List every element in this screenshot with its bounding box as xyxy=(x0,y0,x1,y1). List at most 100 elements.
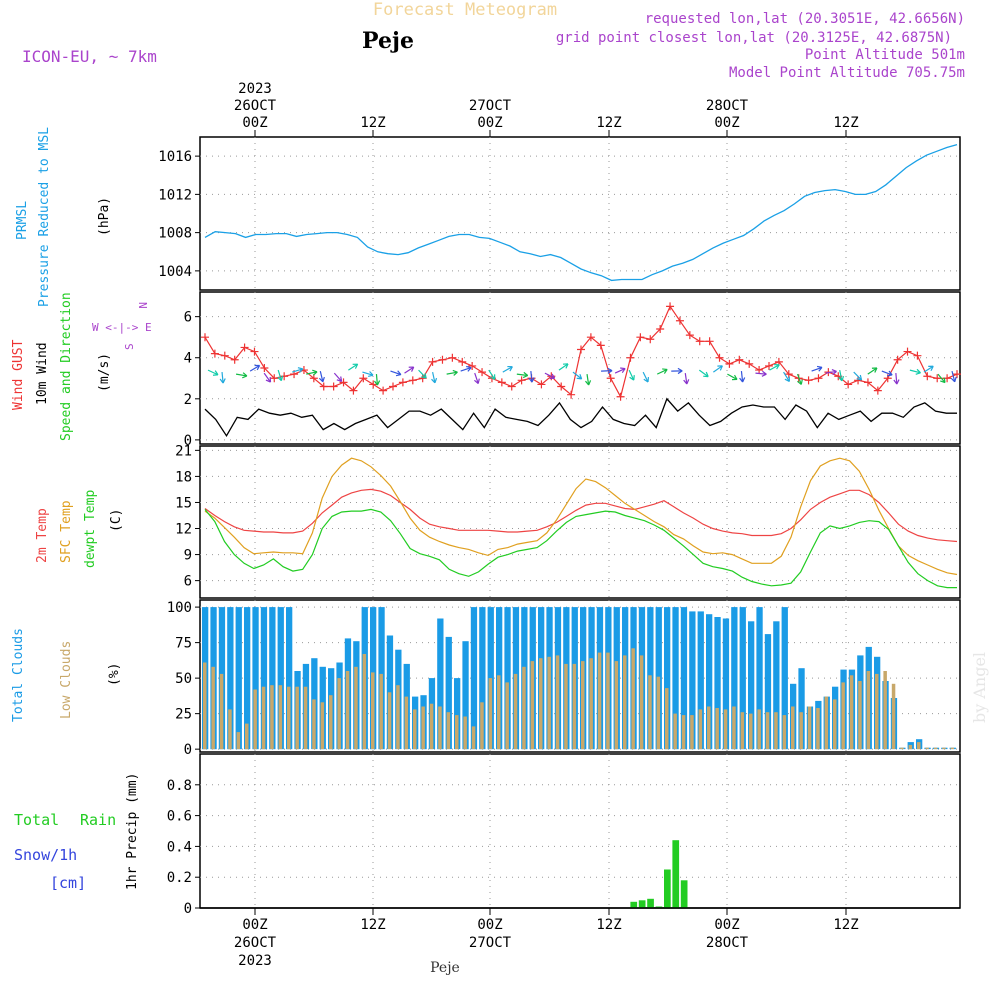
precip-unit-label: 1hr Precip (mm) xyxy=(125,773,140,890)
dewpt-label: dewpt Temp xyxy=(83,490,98,568)
rain-bar xyxy=(664,870,671,909)
low-cloud-bar xyxy=(279,685,283,749)
low-cloud-bar xyxy=(388,692,392,749)
low-cloud-bar xyxy=(480,702,484,749)
low-cloud-bar xyxy=(237,732,241,749)
gust-marker xyxy=(913,352,921,360)
low-cloud-bar xyxy=(253,690,257,750)
low-cloud-bar xyxy=(514,674,518,749)
tsfc-label: SFC Temp xyxy=(59,500,74,563)
y-tick-label: 6 xyxy=(184,574,192,590)
gust-marker xyxy=(399,378,407,386)
y-tick-label: 100 xyxy=(167,600,192,616)
y-tick-label: 0 xyxy=(184,742,192,758)
low-cloud-bar xyxy=(405,697,409,750)
y-tick-label: 50 xyxy=(175,671,192,687)
gust-marker xyxy=(716,354,724,362)
low-cloud-bar xyxy=(816,708,820,749)
low-cloud-bar xyxy=(556,655,560,749)
rain-bar xyxy=(647,899,654,908)
low-cloud-bar xyxy=(262,687,266,750)
top-date-label: 26OCT xyxy=(234,98,277,114)
total-cloud-bar xyxy=(236,607,242,749)
low-cloud-bar xyxy=(783,715,787,749)
compass-we: W <-|-> E xyxy=(92,321,152,334)
top-hour-label: 12Z xyxy=(833,115,858,131)
bottom-date-label: 26OCT xyxy=(234,935,277,951)
low-cloud-bar xyxy=(573,664,577,749)
low-cloud-bar xyxy=(841,682,845,749)
low-cloud-bar xyxy=(505,682,509,749)
station-name: Peje xyxy=(362,28,414,54)
low-cloud-bar xyxy=(447,712,451,749)
low-cloud-bar xyxy=(867,671,871,749)
low-cloud-bar xyxy=(564,664,568,749)
gust-marker xyxy=(745,360,753,368)
rain-bar xyxy=(672,840,679,908)
gust-marker xyxy=(636,333,644,341)
gust-marker xyxy=(379,387,387,395)
low-cloud-bar xyxy=(682,715,686,749)
low-cloud-bar xyxy=(799,712,803,749)
top-date-label: 28OCT xyxy=(706,98,749,114)
gust-marker xyxy=(617,393,625,401)
gust-marker xyxy=(201,333,209,341)
low-cloud-bar xyxy=(539,658,543,749)
compass-n: N xyxy=(136,302,149,309)
y-tick-label: 18 xyxy=(175,469,192,485)
low-cloud-bar xyxy=(337,678,341,749)
low-cloud-bar xyxy=(396,685,400,749)
compass-s: S xyxy=(123,343,136,350)
low-cloud-bar xyxy=(430,704,434,750)
gust-marker xyxy=(933,374,941,382)
bottom-hour-label: 12Z xyxy=(360,917,385,933)
temp-labels: 2m Temp SFC Temp dewpt Temp (C) xyxy=(35,490,124,568)
low-cloud-bar xyxy=(581,661,585,749)
gust-marker xyxy=(805,376,813,384)
low-cloud-bar xyxy=(640,655,644,749)
low-cloud-bar xyxy=(615,661,619,749)
low-cloud-bar xyxy=(673,714,677,750)
wind10-label: 10m Wind xyxy=(35,342,50,405)
rain-bar xyxy=(639,900,646,908)
low-cloud-bar xyxy=(598,653,602,750)
low-cloud-bar xyxy=(379,674,383,749)
y-tick-label: 0 xyxy=(184,901,192,917)
top-hour-label: 12Z xyxy=(360,115,385,131)
low-cloud-bar xyxy=(497,675,501,749)
gust-marker xyxy=(696,337,704,345)
low-cloud-bar xyxy=(917,742,921,749)
gust-marker xyxy=(666,302,674,310)
gust-marker xyxy=(478,368,486,376)
gust-marker xyxy=(508,382,516,390)
rain-bar xyxy=(630,902,637,908)
low-cloud-bar xyxy=(942,748,946,749)
bottom-hour-label: 00Z xyxy=(714,917,739,933)
bottom-date-label: 28OCT xyxy=(706,935,749,951)
low-cloud-bar xyxy=(363,654,367,749)
gust-marker xyxy=(626,354,634,362)
gust-marker xyxy=(923,372,931,380)
watermark: by Angel xyxy=(970,652,989,723)
bottom-hour-label: 00Z xyxy=(477,917,502,933)
pressure-desc-label: Pressure Reduced to MSL xyxy=(37,127,52,307)
top-year-label: 2023 xyxy=(238,81,272,97)
low-cloud-bar xyxy=(211,667,215,749)
low-cloud-bar xyxy=(951,748,955,749)
low-cloud-bar xyxy=(665,688,669,749)
y-tick-label: 21 xyxy=(175,443,192,459)
y-tick-label: 0.8 xyxy=(167,778,192,794)
y-tick-label: 25 xyxy=(175,707,192,723)
cloud-labels: Total Clouds Low Clouds (%) xyxy=(11,628,122,722)
y-tick-label: 0.2 xyxy=(167,870,192,886)
low-cloud-bar xyxy=(934,748,938,749)
y-tick-label: 0.4 xyxy=(167,839,192,855)
low-cloud-bar xyxy=(489,678,493,749)
gust-marker xyxy=(389,382,397,390)
bottom-hour-label: 12Z xyxy=(833,917,858,933)
gust-marker xyxy=(330,382,338,390)
low-cloud-bar xyxy=(715,708,719,749)
low-cloud-bar xyxy=(732,707,736,750)
gust-marker xyxy=(429,358,437,366)
low-cloud-bar xyxy=(203,663,207,750)
